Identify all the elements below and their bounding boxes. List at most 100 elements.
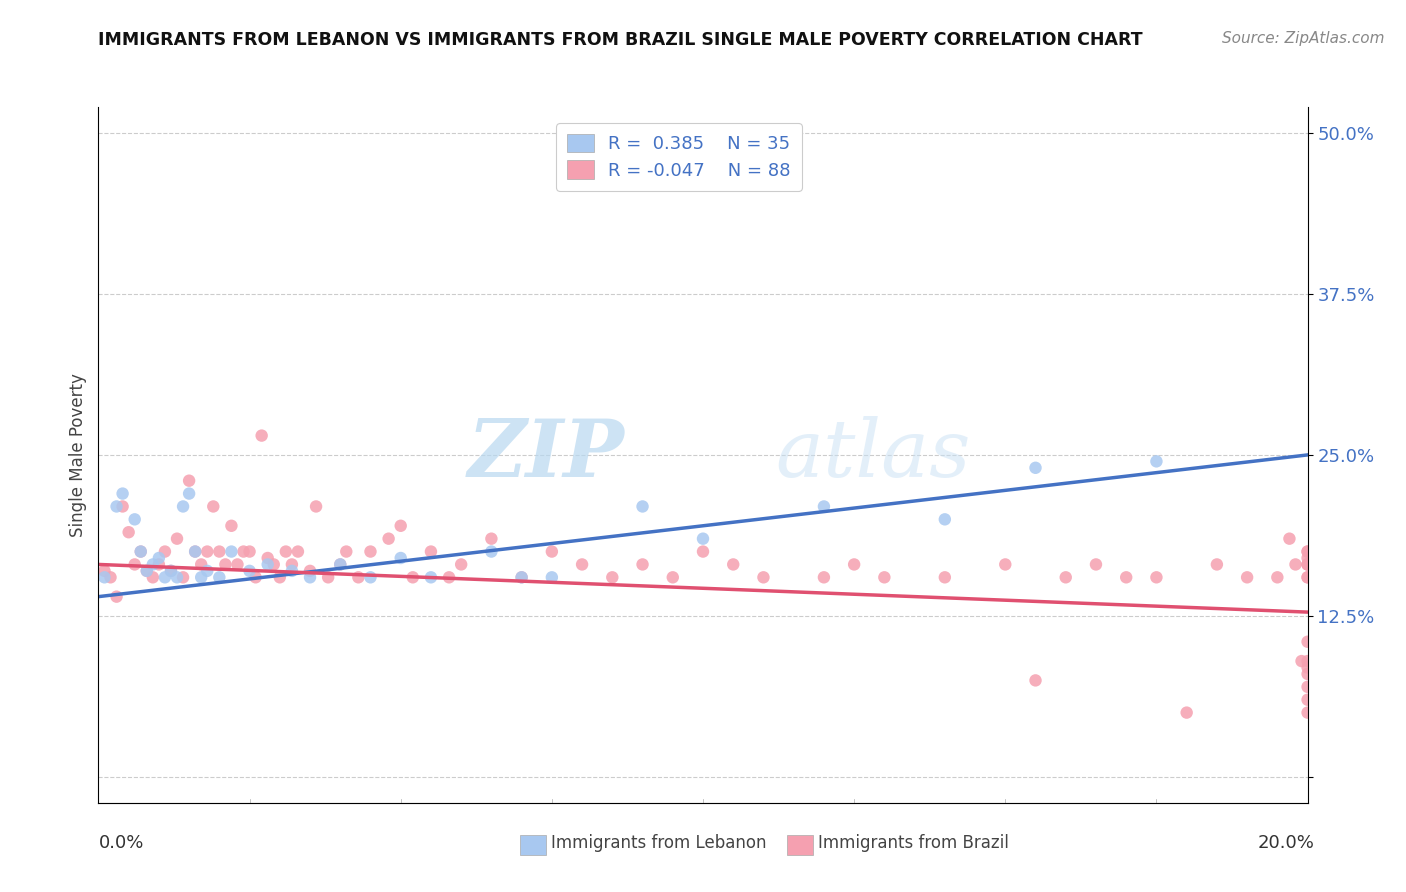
Point bbox=[510, 570, 533, 584]
Point bbox=[190, 558, 212, 572]
Point bbox=[1206, 558, 1229, 572]
Point bbox=[329, 558, 352, 572]
Point bbox=[239, 544, 262, 558]
Point bbox=[420, 570, 443, 584]
Point bbox=[1296, 692, 1319, 706]
Point bbox=[1296, 634, 1319, 648]
Point bbox=[481, 532, 503, 546]
Point bbox=[118, 525, 141, 540]
Point bbox=[420, 544, 443, 558]
Point bbox=[172, 570, 194, 584]
Point bbox=[135, 564, 157, 578]
Point bbox=[111, 486, 134, 500]
Point bbox=[1296, 558, 1319, 572]
Point bbox=[269, 570, 291, 584]
Point bbox=[934, 512, 956, 526]
Point bbox=[360, 570, 382, 584]
Point bbox=[153, 570, 176, 584]
Point bbox=[402, 570, 425, 584]
Point bbox=[662, 570, 685, 584]
Point bbox=[934, 570, 956, 584]
Point bbox=[214, 558, 236, 572]
Text: 20.0%: 20.0% bbox=[1258, 834, 1315, 852]
Point bbox=[1296, 551, 1319, 566]
Point bbox=[172, 500, 194, 514]
Point bbox=[287, 544, 309, 558]
Point bbox=[873, 570, 896, 584]
Point bbox=[316, 570, 339, 584]
Point bbox=[195, 564, 218, 578]
Point bbox=[1278, 532, 1301, 546]
Point bbox=[540, 570, 562, 584]
Point bbox=[245, 570, 267, 584]
Point bbox=[360, 544, 382, 558]
Point bbox=[723, 558, 745, 572]
Point bbox=[129, 544, 152, 558]
Point bbox=[129, 544, 152, 558]
Point bbox=[281, 564, 304, 578]
Point bbox=[1054, 570, 1077, 584]
Point bbox=[1296, 558, 1319, 572]
Point bbox=[184, 544, 207, 558]
Point bbox=[142, 558, 165, 572]
Point bbox=[329, 558, 352, 572]
Point bbox=[692, 532, 714, 546]
Point bbox=[994, 558, 1017, 572]
Y-axis label: Single Male Poverty: Single Male Poverty bbox=[69, 373, 87, 537]
Point bbox=[1296, 667, 1319, 681]
Text: atlas: atlas bbox=[776, 417, 972, 493]
Point bbox=[263, 558, 285, 572]
Point bbox=[281, 558, 304, 572]
Point bbox=[1085, 558, 1108, 572]
Point bbox=[111, 500, 134, 514]
Point bbox=[105, 500, 128, 514]
Point bbox=[1024, 673, 1046, 688]
Point bbox=[813, 570, 835, 584]
Point bbox=[1115, 570, 1137, 584]
Text: Source: ZipAtlas.com: Source: ZipAtlas.com bbox=[1222, 31, 1385, 46]
Point bbox=[221, 518, 243, 533]
Point bbox=[1267, 570, 1289, 584]
Point bbox=[1144, 454, 1167, 468]
Point bbox=[208, 544, 231, 558]
Point bbox=[179, 486, 201, 500]
Point bbox=[1296, 544, 1319, 558]
Point bbox=[105, 590, 128, 604]
Point bbox=[631, 558, 654, 572]
Point bbox=[232, 544, 254, 558]
Point bbox=[124, 558, 146, 572]
Point bbox=[274, 544, 297, 558]
Point bbox=[93, 564, 115, 578]
Point bbox=[540, 544, 562, 558]
Text: ZIP: ZIP bbox=[468, 417, 624, 493]
Point bbox=[692, 544, 714, 558]
Point bbox=[347, 570, 370, 584]
Point bbox=[1175, 706, 1198, 720]
Point bbox=[1296, 654, 1319, 668]
Point bbox=[602, 570, 624, 584]
Point bbox=[437, 570, 460, 584]
Point bbox=[184, 544, 207, 558]
Point bbox=[377, 532, 399, 546]
Point bbox=[135, 564, 157, 578]
Point bbox=[1296, 660, 1319, 674]
Point bbox=[389, 551, 412, 566]
Text: Immigrants from Brazil: Immigrants from Brazil bbox=[818, 834, 1010, 852]
Point bbox=[190, 570, 212, 584]
Point bbox=[1284, 558, 1306, 572]
Point bbox=[153, 544, 176, 558]
Point bbox=[481, 544, 503, 558]
Point bbox=[226, 558, 249, 572]
Point bbox=[160, 564, 183, 578]
Point bbox=[1236, 570, 1258, 584]
Point bbox=[250, 428, 273, 442]
Point bbox=[450, 558, 472, 572]
Point bbox=[148, 558, 170, 572]
Point bbox=[389, 518, 412, 533]
Point bbox=[239, 564, 262, 578]
Point bbox=[148, 551, 170, 566]
Point bbox=[221, 544, 243, 558]
Point bbox=[299, 570, 322, 584]
Point bbox=[510, 570, 533, 584]
Point bbox=[1144, 570, 1167, 584]
